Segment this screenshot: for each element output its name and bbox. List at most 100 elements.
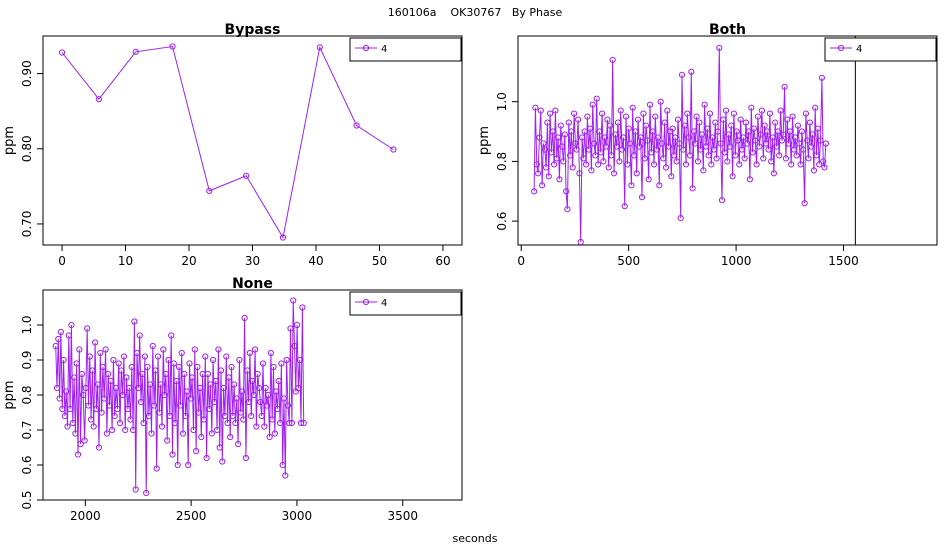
data-point	[576, 170, 583, 177]
data-point	[780, 131, 787, 138]
data-point	[219, 458, 226, 465]
data-point	[589, 101, 596, 108]
data-point	[252, 346, 259, 353]
data-point	[278, 360, 285, 367]
data-point	[214, 426, 221, 434]
data-point	[390, 146, 397, 153]
data-point	[684, 110, 691, 117]
data-point	[593, 95, 600, 102]
data-point	[716, 44, 723, 52]
y-tick-label: 0.80	[20, 135, 34, 162]
data-point	[665, 143, 672, 150]
data-point	[633, 170, 640, 177]
data-point	[274, 405, 281, 413]
data-point	[237, 409, 244, 416]
y-tick-label: 0.7	[20, 420, 34, 439]
data-point	[56, 395, 63, 402]
data-point	[741, 155, 748, 162]
data-point	[700, 167, 707, 174]
data-point	[141, 353, 148, 360]
x-tick-label: 0	[517, 254, 525, 268]
data-point	[680, 146, 687, 153]
data-point	[777, 107, 784, 114]
y-tick-label: 0.9	[20, 350, 34, 369]
data-point	[764, 128, 771, 135]
data-point	[626, 140, 634, 147]
data-point	[67, 405, 74, 413]
data-point	[672, 134, 679, 141]
data-point	[601, 134, 608, 141]
data-point	[792, 134, 799, 141]
data-point	[130, 426, 137, 434]
data-point	[694, 158, 702, 165]
data-point	[258, 412, 265, 420]
data-point	[713, 155, 720, 162]
data-point	[810, 167, 818, 174]
data-point	[86, 353, 93, 360]
data-point	[103, 430, 111, 437]
data-point	[693, 113, 700, 120]
data-point	[808, 143, 815, 150]
data-point	[89, 367, 96, 374]
x-tick-label: 60	[435, 254, 450, 268]
data-point	[259, 360, 267, 367]
data-point	[221, 412, 228, 420]
data-point	[754, 113, 762, 120]
data-point	[168, 332, 175, 339]
data-point	[211, 398, 218, 406]
data-point	[793, 152, 800, 159]
data-point	[102, 346, 109, 353]
data-point	[677, 215, 684, 222]
data-point	[648, 149, 655, 156]
data-point	[818, 74, 826, 81]
data-point	[139, 370, 146, 378]
data-point	[760, 155, 767, 162]
data-point	[681, 122, 688, 129]
data-point	[283, 356, 290, 364]
data-point	[753, 161, 760, 168]
data-point	[60, 356, 67, 364]
data-point	[797, 161, 804, 168]
data-point	[654, 134, 662, 141]
data-point	[584, 113, 591, 120]
data-point	[84, 325, 91, 332]
data-point	[279, 461, 286, 469]
x-tick-label: 20	[181, 254, 196, 268]
data-point	[266, 433, 273, 441]
data-point	[231, 381, 238, 388]
x-tick-label: 10	[118, 254, 133, 268]
data-point	[563, 188, 570, 195]
data-point	[238, 388, 246, 395]
data-point	[568, 128, 575, 135]
legend-box	[349, 37, 462, 62]
data-point	[212, 377, 219, 385]
data-point	[816, 161, 823, 168]
data-point	[603, 143, 610, 150]
data-point	[286, 419, 293, 427]
data-point	[299, 304, 306, 311]
data-point	[595, 161, 602, 168]
data-point	[196, 384, 204, 392]
data-point	[93, 405, 100, 413]
plot-frame	[517, 35, 938, 246]
data-point	[114, 405, 121, 413]
data-point	[581, 128, 588, 135]
data-point	[809, 131, 816, 138]
data-point	[752, 137, 759, 144]
data-point	[712, 119, 719, 126]
data-point	[630, 152, 638, 159]
data-point	[203, 454, 210, 462]
data-point	[262, 384, 269, 392]
y-axis-label: ppm	[2, 380, 17, 409]
data-point	[291, 342, 298, 350]
data-point	[169, 43, 176, 50]
data-point	[813, 152, 820, 159]
data-point	[548, 149, 555, 156]
data-point	[190, 426, 197, 434]
data-point	[604, 116, 611, 123]
data-point	[706, 110, 714, 117]
data-point	[572, 140, 579, 147]
data-point	[216, 444, 223, 451]
data-point	[191, 346, 198, 353]
